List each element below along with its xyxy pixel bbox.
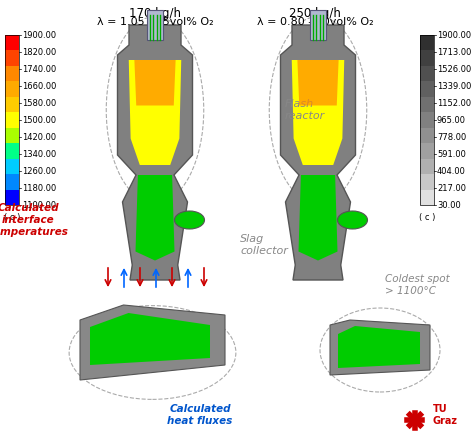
FancyBboxPatch shape [5,81,19,97]
Text: 1152.00: 1152.00 [437,99,471,107]
Ellipse shape [174,211,204,229]
FancyBboxPatch shape [5,128,19,143]
FancyBboxPatch shape [420,190,434,205]
Polygon shape [80,305,225,380]
Polygon shape [292,60,344,165]
Text: 1100.00: 1100.00 [22,201,56,209]
Text: 1339.00: 1339.00 [437,81,471,91]
Polygon shape [281,25,356,280]
Polygon shape [330,320,430,375]
FancyBboxPatch shape [5,66,19,81]
Text: 1500.00: 1500.00 [22,116,56,125]
Text: λ = 1.05 - 25vol% O₂: λ = 1.05 - 25vol% O₂ [97,17,213,27]
Polygon shape [118,25,192,280]
FancyBboxPatch shape [5,174,19,190]
FancyBboxPatch shape [420,97,434,112]
Text: Calculated
heat fluxes: Calculated heat fluxes [167,404,233,426]
FancyBboxPatch shape [420,128,434,143]
Text: 1900.00: 1900.00 [22,30,56,40]
Polygon shape [134,60,176,106]
Text: 1340.00: 1340.00 [22,150,56,158]
Polygon shape [129,60,181,165]
FancyBboxPatch shape [5,190,19,205]
Text: 170 kg/h: 170 kg/h [129,7,181,20]
FancyBboxPatch shape [420,81,434,97]
FancyBboxPatch shape [5,35,19,51]
Text: TU
Graz: TU Graz [433,404,458,426]
FancyBboxPatch shape [420,159,434,174]
Text: ( c ): ( c ) [4,213,20,222]
Text: 1420.00: 1420.00 [22,132,56,142]
Text: 404.00: 404.00 [437,166,466,176]
Text: 591.00: 591.00 [437,150,466,158]
Text: 1900.00: 1900.00 [437,30,471,40]
FancyBboxPatch shape [5,112,19,128]
Text: 1740.00: 1740.00 [22,65,56,73]
FancyBboxPatch shape [420,51,434,66]
Ellipse shape [337,211,367,229]
Text: 1713.00: 1713.00 [437,48,471,56]
FancyBboxPatch shape [420,174,434,190]
FancyBboxPatch shape [147,10,163,40]
FancyBboxPatch shape [5,143,19,159]
Polygon shape [136,175,174,260]
Text: ( c ): ( c ) [419,213,435,222]
Text: 1580.00: 1580.00 [22,99,56,107]
Text: 250 kg/h: 250 kg/h [289,7,341,20]
FancyBboxPatch shape [420,143,434,159]
Polygon shape [299,175,337,260]
Text: 1180.00: 1180.00 [22,183,56,193]
Text: 1660.00: 1660.00 [22,81,56,91]
FancyBboxPatch shape [420,66,434,81]
Text: 217.00: 217.00 [437,183,466,193]
Text: 1526.00: 1526.00 [437,65,471,73]
FancyBboxPatch shape [5,97,19,112]
Text: 778.00: 778.00 [437,132,466,142]
Text: 30.00: 30.00 [437,201,461,209]
Text: 965.00: 965.00 [437,116,466,125]
FancyBboxPatch shape [5,51,19,66]
FancyBboxPatch shape [420,35,434,51]
Text: Coldest spot
> 1100°C: Coldest spot > 1100°C [385,274,450,296]
FancyBboxPatch shape [420,112,434,128]
Polygon shape [338,326,420,368]
Text: λ = 0.80 - 30vol% O₂: λ = 0.80 - 30vol% O₂ [257,17,374,27]
Text: Slag
collector: Slag collector [240,234,288,256]
Text: 1820.00: 1820.00 [22,48,56,56]
Polygon shape [90,313,210,365]
Text: Flash
reactor: Flash reactor [285,99,325,121]
Polygon shape [297,60,338,106]
FancyBboxPatch shape [310,10,326,40]
Text: 1260.00: 1260.00 [22,166,56,176]
Text: Calculated interface
temperatures: Calculated interface temperatures [0,203,68,237]
FancyBboxPatch shape [5,159,19,174]
